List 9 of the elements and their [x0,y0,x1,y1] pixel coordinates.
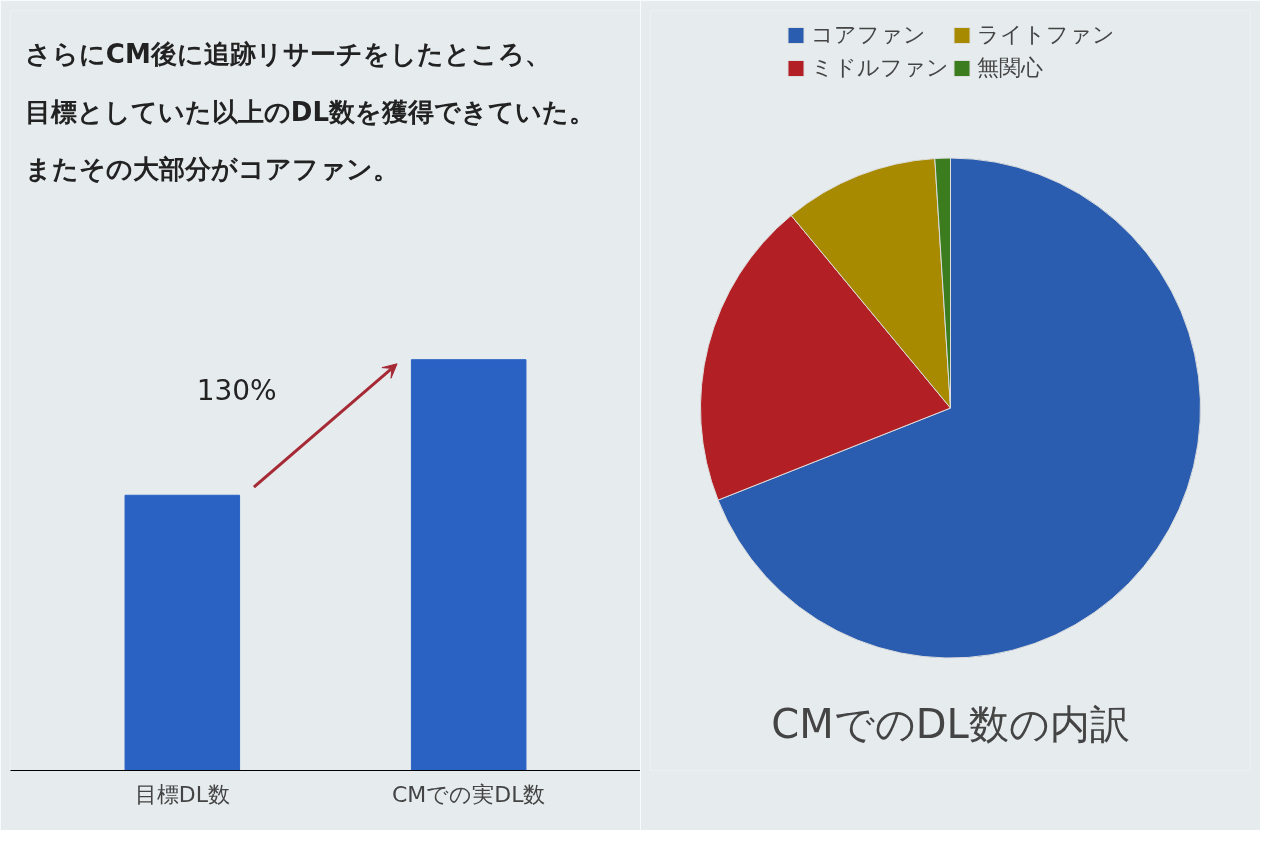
legend-label: ライトファン [976,21,1115,49]
annotation: 130% [196,373,277,407]
x-tick-label: 目標DL数 [134,781,230,807]
legend-label: 無関心 [976,54,1043,82]
text: CMでのDL数の内訳 [771,701,1130,748]
x-tick-label: CMでの実DL数 [391,781,546,807]
legend-label: ミドルファン [810,54,949,82]
legend-label: コアファン [810,21,926,49]
chart-title: さらにCM後に追跡リサーチをしたところ、目標としていた以上のDL数を獲得できていた。またその大部分がコアファン。 [24,39,595,185]
